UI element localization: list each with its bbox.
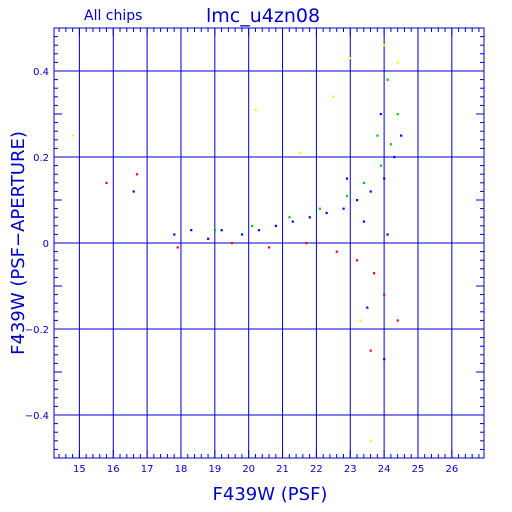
y-axis-label: F439W (PSF−APERTURE) (8, 131, 29, 355)
x-axis-label: F439W (PSF) (213, 484, 328, 505)
data-point (362, 181, 366, 184)
data-point (383, 358, 386, 361)
data-point (356, 259, 359, 262)
y-tick-label: −0.2 (25, 325, 49, 336)
data-point (389, 143, 393, 146)
y-tick-label: −0.4 (25, 411, 49, 422)
data-point (396, 113, 399, 116)
data-point (342, 207, 345, 210)
data-point (318, 207, 321, 210)
data-point (369, 439, 372, 442)
x-tick-label: 20 (242, 464, 255, 475)
data-point (379, 164, 382, 167)
x-tick-label: 16 (107, 464, 120, 475)
y-tick-label: 0.2 (33, 153, 49, 164)
data-point (308, 216, 311, 219)
data-point (396, 319, 399, 322)
data-point (383, 177, 386, 180)
data-point (400, 134, 403, 137)
x-tick-label: 25 (412, 464, 425, 475)
data-point (379, 113, 382, 116)
data-point (386, 78, 389, 81)
data-point (335, 250, 338, 253)
data-point (230, 242, 233, 245)
data-point (332, 95, 335, 98)
data-point (359, 319, 362, 322)
data-point (288, 216, 291, 219)
data-point (291, 220, 294, 223)
x-tick-label: 19 (208, 464, 221, 475)
data-point (369, 349, 372, 352)
data-point (274, 224, 277, 227)
x-tick-label: 21 (276, 464, 289, 475)
x-tick-label: 22 (310, 464, 323, 475)
data-point (105, 181, 108, 184)
data-point (376, 134, 379, 137)
data-point (325, 211, 328, 215)
data-point (190, 229, 193, 232)
x-tick-label: 18 (175, 464, 188, 475)
tick-labels: 15 16 17 18 19 20 21 22 23 24 25 26 −0.4 −0.2 0 0.2 0.4 (25, 67, 458, 475)
x-tick-label: 17 (141, 464, 154, 475)
data-point (362, 220, 366, 223)
data-point (386, 233, 389, 236)
data-point (213, 229, 217, 232)
y-tick-label: 0 (43, 239, 49, 250)
data-point (366, 306, 369, 309)
chart-title: lmc_u4zn08 (206, 5, 320, 27)
data-point (254, 108, 257, 111)
data-point (251, 224, 254, 227)
axis-ticks (54, 27, 484, 459)
x-tick-label: 15 (73, 464, 86, 475)
data-point (396, 61, 399, 64)
data-point (345, 177, 349, 180)
data-point (349, 57, 352, 60)
data-point (305, 242, 308, 245)
data-point (176, 246, 179, 249)
data-point (372, 272, 376, 275)
data-point (207, 237, 210, 240)
data-points (71, 44, 403, 442)
data-point (173, 233, 176, 236)
data-point (220, 229, 223, 232)
chart-subtitle: All chips (84, 8, 142, 24)
data-point (383, 44, 386, 47)
data-point (71, 134, 74, 137)
x-tick-label: 23 (344, 464, 357, 475)
data-point (383, 293, 386, 296)
data-point (135, 173, 139, 176)
data-point (345, 194, 349, 197)
plot-frame (53, 27, 485, 459)
data-point (268, 246, 271, 249)
data-point (298, 151, 301, 154)
plot-grid (54, 28, 484, 458)
data-point (356, 199, 359, 202)
x-tick-label: 26 (445, 464, 458, 475)
data-point (240, 233, 244, 236)
data-point (393, 156, 396, 159)
x-tick-label: 24 (378, 464, 391, 475)
data-point (132, 190, 135, 193)
data-point (369, 190, 372, 193)
data-point (257, 229, 261, 232)
y-tick-label: 0.4 (33, 67, 49, 78)
